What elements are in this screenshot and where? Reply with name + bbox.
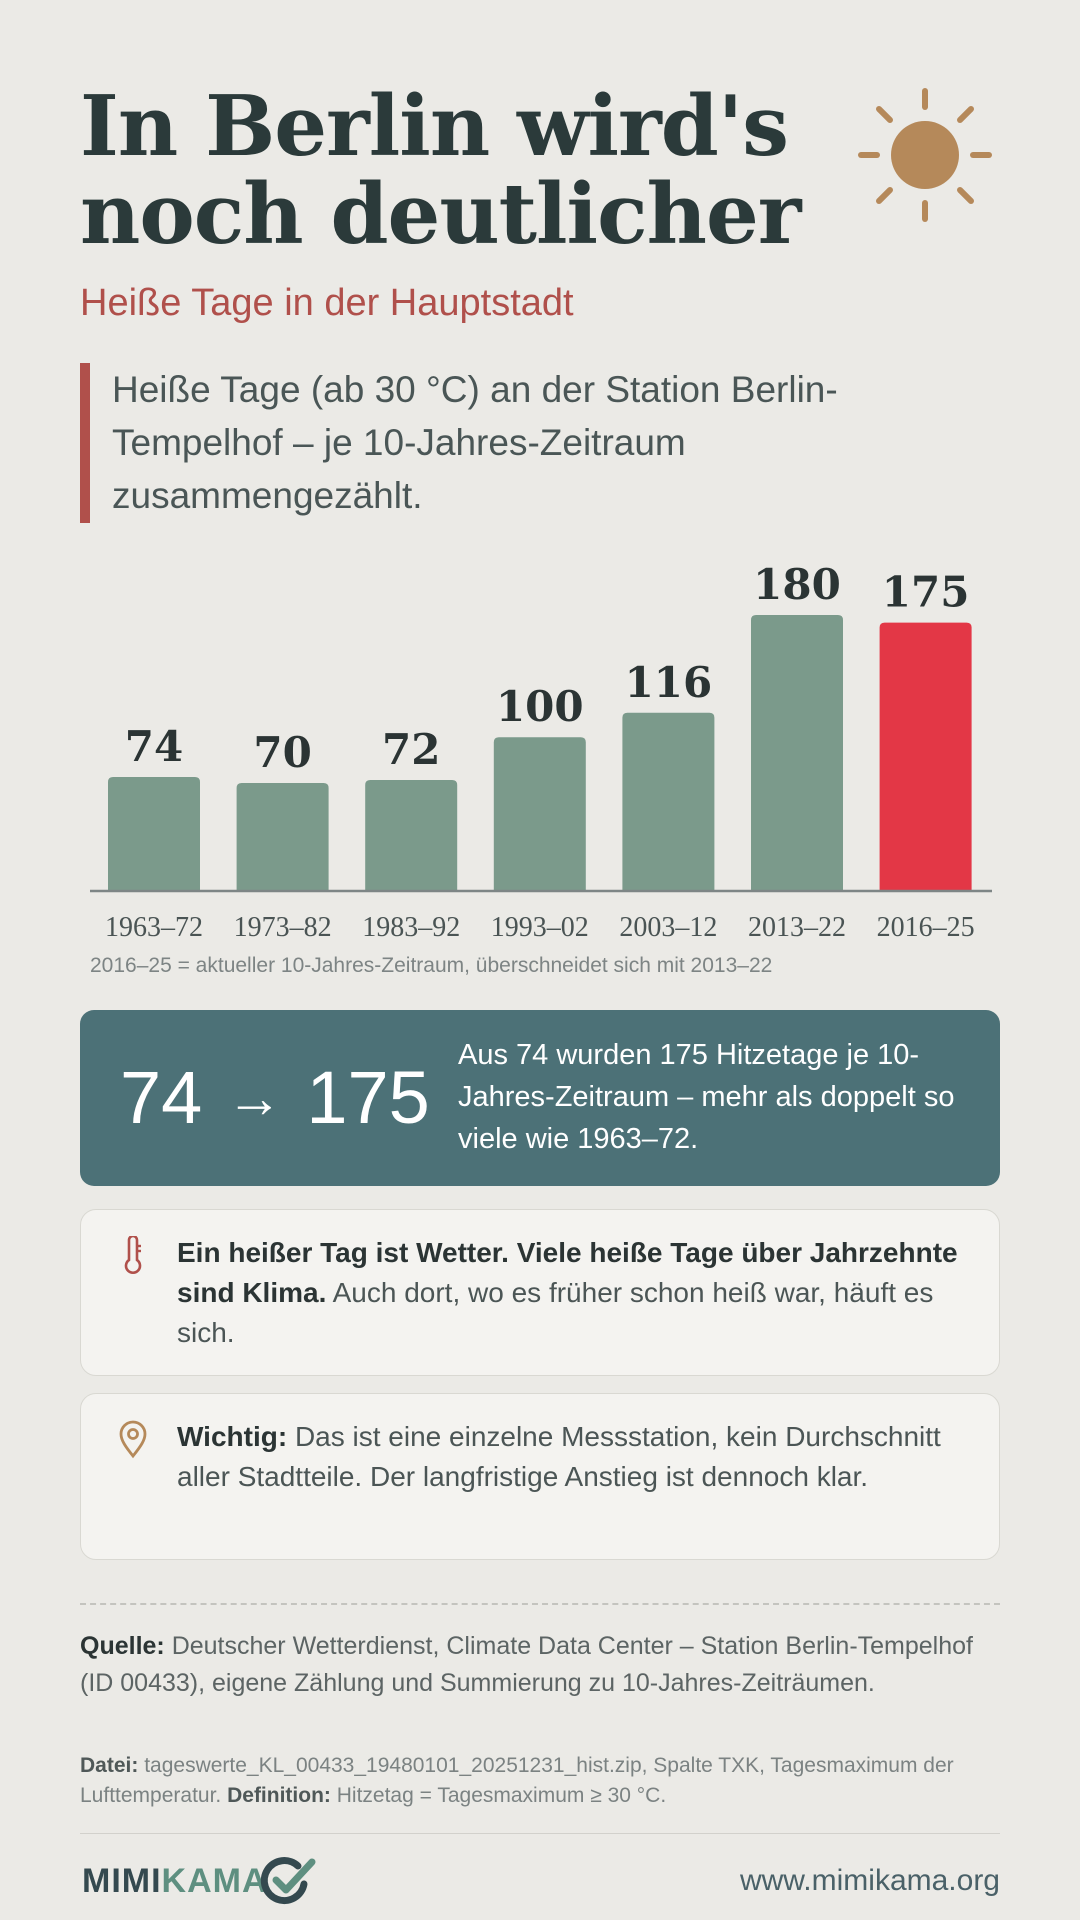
data-label: 180 — [753, 560, 841, 609]
dashed-divider — [80, 1603, 1000, 1605]
data-label: 72 — [382, 725, 440, 774]
checkmark-logo-icon — [260, 1857, 316, 1905]
arrow-icon: → — [226, 1066, 283, 1129]
thermometer-icon — [124, 1236, 142, 1274]
info-card-climate: Ein heißer Tag ist Wetter. Viele heiße T… — [80, 1209, 1000, 1376]
bar-2013–22 — [751, 615, 843, 890]
highlight-box: 74 → 175 Aus 74 wurden 175 Hitzetage je 10… — [80, 1010, 1000, 1186]
card-bold: Wichtig: — [177, 1421, 288, 1452]
file-info: Datei: tageswerte_KL_00433_19480101_2025… — [80, 1751, 1000, 1811]
file-body: tageswerte_KL_00433_19480101_20251231_hi… — [80, 1754, 954, 1807]
location-pin-icon — [119, 1420, 147, 1459]
card-text: Wichtig: Das ist eine einzelne Messstati… — [177, 1417, 967, 1497]
intro-text: Heiße Tage (ab 30 °C) an der Station Ber… — [80, 363, 940, 523]
sun-icon — [858, 88, 992, 222]
card-body: Auch dort, wo es früher schon heiß war, … — [177, 1277, 934, 1348]
highlight-numbers: 74 → 175 — [120, 1058, 430, 1144]
data-label: 175 — [882, 568, 970, 617]
card-bold: Ein heißer Tag ist Wetter. Viele heiße T… — [177, 1237, 958, 1308]
x-tick-label: 1973–82 — [234, 912, 332, 943]
data-label: 70 — [253, 728, 311, 777]
x-tick-label: 2003–12 — [619, 912, 717, 943]
x-tick-label: 1993–02 — [491, 912, 589, 943]
highlight-to: 175 — [306, 1056, 430, 1139]
chart-svg: 74 1963–72 70 1973–82 72 1983–92 100 1993–02 116… — [90, 560, 992, 943]
highlight-text: Aus 74 wurden 175 Hitzetage je 10-Jahres… — [458, 1039, 955, 1155]
source-label: Quelle: — [80, 1632, 165, 1660]
bar-2016–25 — [879, 622, 972, 890]
card-text: Ein heißer Tag ist Wetter. Viele heiße T… — [177, 1233, 967, 1353]
card-body: Das ist eine einzelne Messstation, kein … — [177, 1421, 941, 1492]
page-title: In Berlin wird's noch deutlicher — [80, 82, 840, 258]
bar-1983–92 — [365, 780, 458, 890]
logo-part-1: MIMI — [82, 1862, 162, 1900]
bar-1993–02 — [493, 737, 586, 890]
file-label: Datei: — [80, 1754, 139, 1777]
x-tick-label: 1963–72 — [105, 912, 203, 943]
subtitle: Heiße Tage in der Hauptstadt — [80, 282, 574, 324]
data-label: 116 — [625, 658, 713, 707]
highlight-from: 74 — [120, 1056, 203, 1139]
x-tick-label: 2013–22 — [748, 912, 846, 943]
chart-note: 2016–25 = aktueller 10-Jahres-Zeitraum, … — [90, 954, 773, 977]
data-label: 100 — [496, 682, 584, 731]
info-card-important: Wichtig: Das ist eine einzelne Messstati… — [80, 1393, 1000, 1560]
bar-chart: 74 1963–72 70 1973–82 72 1983–92 100 1993–02 116… — [80, 540, 1000, 1000]
x-tick-label: 2016–25 — [877, 912, 975, 943]
website-link[interactable]: www.mimikama.org — [739, 1864, 1000, 1897]
footer-rule — [80, 1833, 1000, 1834]
mimikama-logo[interactable]: MIMIKAMA — [82, 1862, 268, 1901]
title-line-1: In Berlin wird's — [80, 77, 789, 175]
logo-part-2: KAMA — [161, 1862, 268, 1900]
definition-body: Hitzetag = Tagesmaximum ≥ 30 °C. — [330, 1784, 667, 1807]
bar-1963–72 — [108, 776, 200, 890]
bar-2003–12 — [622, 712, 715, 890]
data-label: 74 — [125, 722, 183, 771]
bar-1973–82 — [236, 783, 329, 890]
title-line-2: noch deutlicher — [80, 165, 801, 263]
x-tick-label: 1983–92 — [362, 912, 460, 943]
source-text: Quelle: Deutscher Wetterdienst, Climate … — [80, 1628, 1000, 1702]
definition-label: Definition: — [227, 1784, 331, 1807]
source-body: Deutscher Wetterdienst, Climate Data Cen… — [80, 1632, 973, 1697]
